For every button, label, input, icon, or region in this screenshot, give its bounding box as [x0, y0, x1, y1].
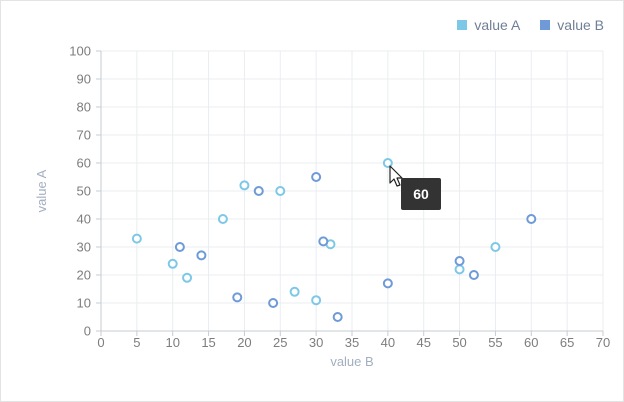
y-tick-label: 30 — [77, 240, 91, 255]
legend-item-value-a[interactable]: value A — [457, 17, 520, 33]
legend-swatch-value-b — [540, 20, 551, 30]
x-tick-label: 20 — [237, 335, 251, 350]
x-tick-label: 40 — [381, 335, 395, 350]
legend-item-value-b[interactable]: value B — [540, 17, 604, 33]
data-point-value-b — [332, 312, 343, 322]
data-point-value-b — [253, 186, 264, 196]
data-point-value-b — [526, 214, 537, 224]
x-tick-label: 25 — [273, 335, 287, 350]
y-tick-label: 100 — [69, 44, 91, 59]
y-axis-title: value A — [34, 169, 49, 212]
x-tick-label: 0 — [97, 335, 104, 350]
data-point-value-a — [382, 158, 393, 168]
x-tick-label: 50 — [452, 335, 466, 350]
data-point-value-a — [289, 286, 300, 297]
y-tick-label: 70 — [77, 128, 91, 143]
y-tick-label: 60 — [77, 156, 91, 171]
data-point-value-b — [454, 256, 465, 266]
y-tick-label: 50 — [77, 184, 91, 199]
x-tick-label: 15 — [201, 335, 215, 350]
x-tick-label: 60 — [524, 335, 538, 350]
data-point-value-a — [490, 242, 501, 252]
data-point-value-b — [174, 242, 185, 252]
data-point-value-b — [268, 298, 279, 308]
data-point-value-a — [167, 258, 178, 269]
x-tick-label: 5 — [133, 335, 140, 350]
data-point-value-b — [318, 236, 329, 247]
x-tick-label: 45 — [416, 335, 430, 350]
x-tick-label: 55 — [488, 335, 502, 350]
mouse-cursor-icon — [389, 165, 403, 187]
data-point-value-a — [311, 295, 322, 306]
data-point-value-b — [468, 270, 479, 280]
data-point-value-b — [311, 172, 322, 182]
chart-legend: value A value B — [457, 17, 604, 33]
x-tick-label: 70 — [596, 335, 610, 350]
data-point-value-b — [196, 250, 207, 261]
legend-label-value-a: value A — [474, 17, 521, 33]
y-tick-label: 10 — [77, 296, 91, 311]
point-tooltip: 60 — [401, 178, 441, 210]
x-tick-label: 65 — [560, 335, 574, 350]
y-tick-label: 0 — [84, 324, 91, 339]
y-tick-label: 40 — [77, 212, 91, 227]
data-point-value-a — [454, 264, 465, 275]
data-point-value-a — [239, 180, 250, 191]
y-tick-label: 20 — [77, 268, 91, 283]
data-point-value-b — [232, 292, 243, 303]
data-point-value-a — [217, 214, 228, 224]
y-tick-label: 80 — [77, 100, 91, 115]
x-tick-label: 35 — [345, 335, 359, 350]
x-axis-title: value B — [330, 354, 373, 369]
data-point-value-a — [275, 186, 286, 196]
data-point-value-a — [182, 272, 193, 283]
x-tick-label: 10 — [165, 335, 179, 350]
tooltip-value: 60 — [413, 186, 429, 202]
x-tick-label: 30 — [309, 335, 323, 350]
legend-label-value-b: value B — [557, 17, 604, 33]
y-tick-label: 90 — [77, 72, 91, 87]
legend-swatch-value-a — [457, 20, 468, 30]
data-point-value-a — [131, 233, 142, 244]
data-point-value-b — [382, 278, 393, 289]
